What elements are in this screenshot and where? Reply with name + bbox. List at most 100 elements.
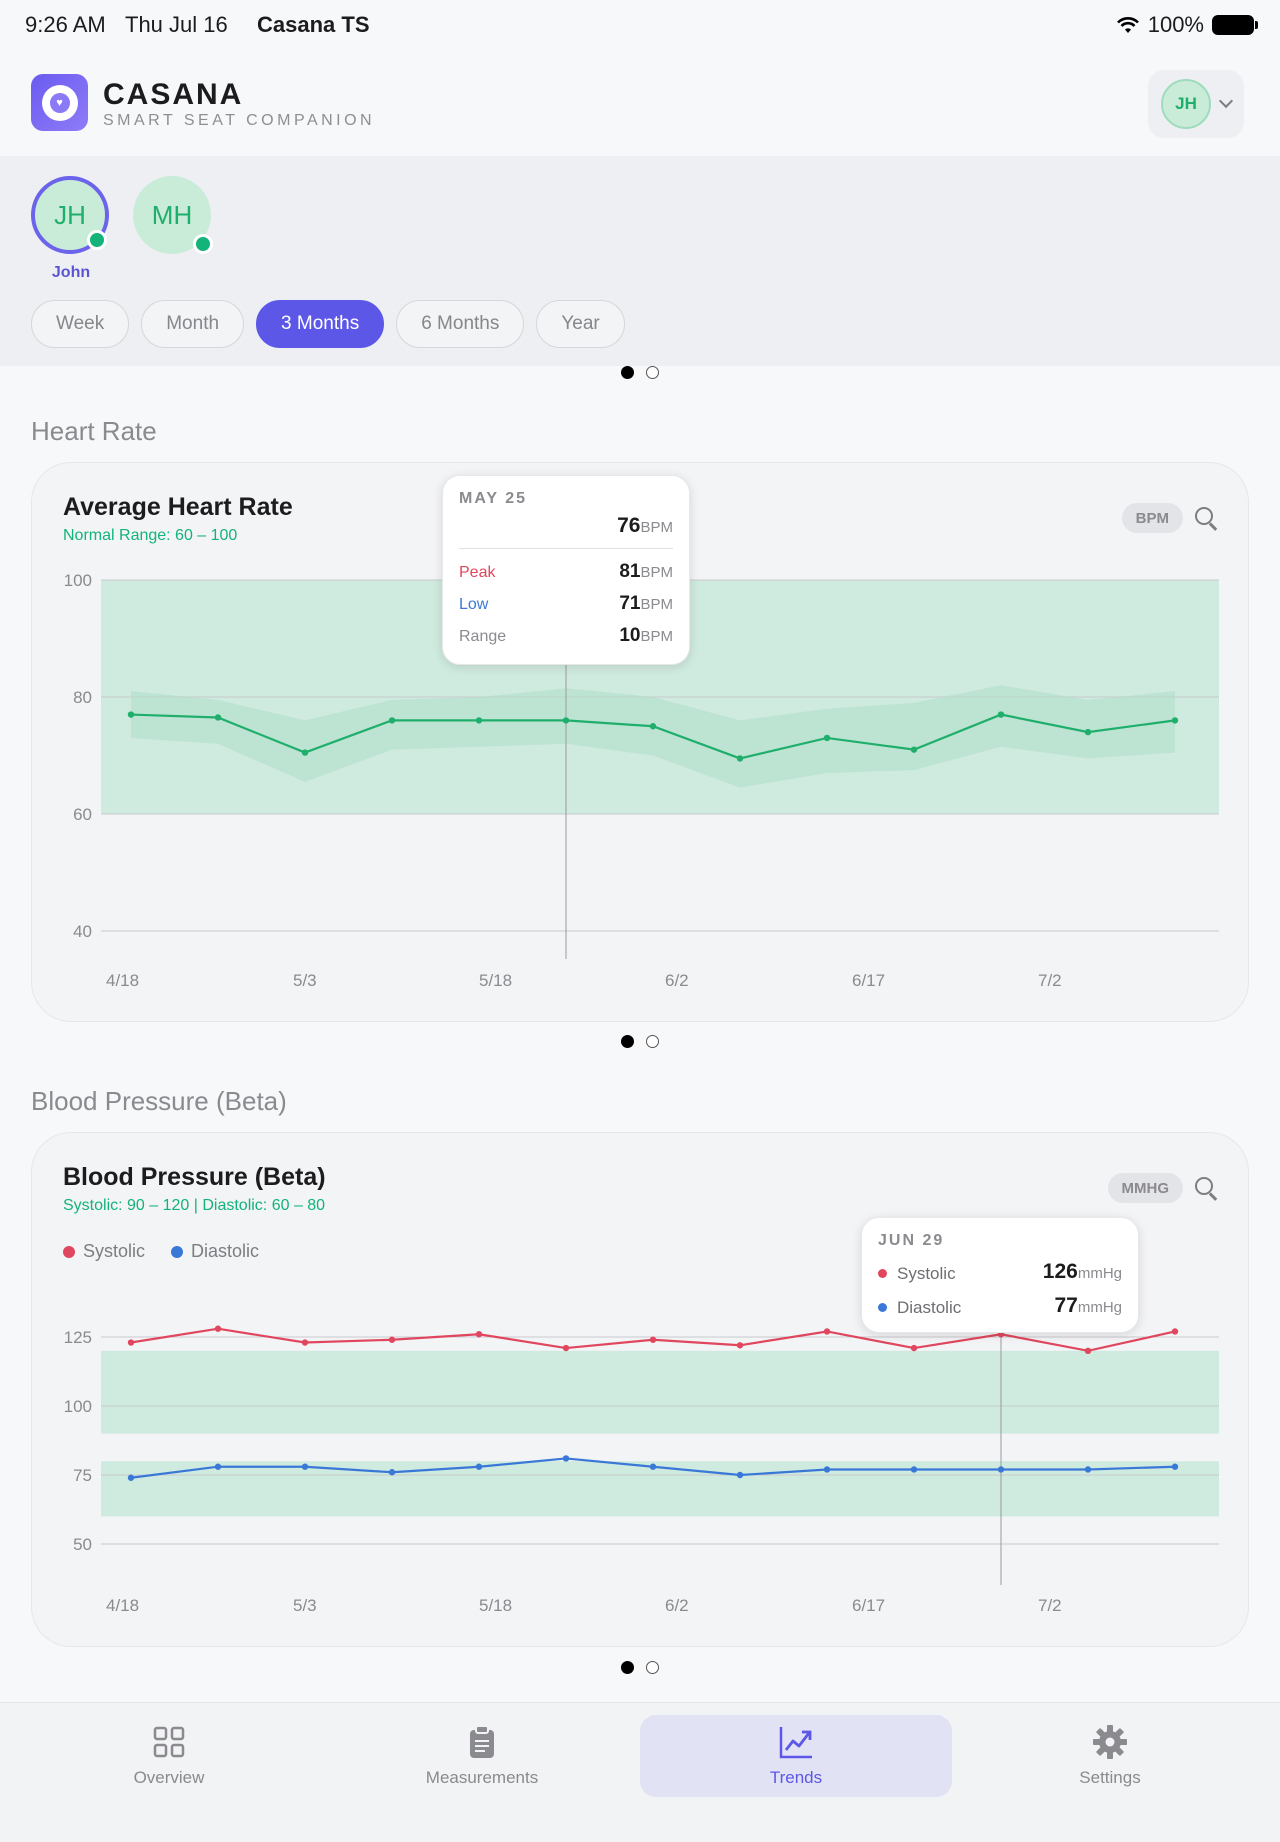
page-indicator[interactable] xyxy=(621,1661,659,1674)
page-dot xyxy=(621,1035,634,1048)
tooltip-row-diastolic: Diastolic 77mmHg xyxy=(878,1294,1122,1318)
unit-chip-mmhg[interactable]: MMHG xyxy=(1107,1173,1183,1203)
systolic-point xyxy=(910,1344,918,1352)
tab-label: Overview xyxy=(133,1768,205,1787)
page-dot xyxy=(646,366,659,379)
range-month[interactable]: Month xyxy=(141,300,245,348)
heart-rate-card[interactable]: Average Heart Rate Normal Range: 60 – 10… xyxy=(31,462,1249,1022)
x-tick-label: 7/2 xyxy=(1038,971,1062,990)
tooltip-date: MAY 25 xyxy=(459,490,528,507)
page-dot xyxy=(621,1661,634,1674)
account-avatar: JH xyxy=(1161,79,1211,129)
diastolic-point xyxy=(214,1463,222,1470)
range-envelope xyxy=(131,685,1175,788)
profile-name: John xyxy=(51,264,91,281)
status-right: 100% xyxy=(1116,12,1258,38)
blood-pressure-chart[interactable]: 50 75 100 125 4/18 5/3 5/18 6/2 6/17 7/2 xyxy=(32,1133,1250,1648)
page-indicator[interactable] xyxy=(621,1035,659,1048)
heart-rate-point xyxy=(388,717,396,724)
diastolic-point xyxy=(1084,1466,1092,1473)
tab-label: Trends xyxy=(769,1768,823,1787)
y-tick-label: 125 xyxy=(64,1328,92,1347)
systolic-point xyxy=(1171,1328,1179,1335)
profile-avatar: JH xyxy=(31,176,109,254)
diastolic-point xyxy=(649,1463,657,1470)
account-menu-button[interactable]: JH xyxy=(1148,70,1244,138)
heart-tooltip: MAY 25 76 BPM Peak 81BPM Low 71BPM Range … xyxy=(442,475,690,665)
diastolic-point xyxy=(475,1463,483,1470)
systolic-normal-band xyxy=(101,1350,1219,1434)
profile-strip: JH John MH Week Month 3 Months 6 Months … xyxy=(0,156,1280,366)
bp-normal-range: Systolic: 90 – 120 | Diastolic: 60 – 80 xyxy=(63,1197,326,1214)
heart-rate-point xyxy=(562,717,570,724)
search-icon[interactable] xyxy=(1195,507,1217,529)
brand-name: CASANA xyxy=(103,78,244,111)
status-app-name: Casana TS xyxy=(257,12,370,37)
heart-card-title: Average Heart Rate xyxy=(63,493,293,521)
gear-icon xyxy=(1093,1725,1127,1759)
systolic-point xyxy=(388,1336,396,1343)
systolic-point xyxy=(649,1336,657,1343)
systolic-point xyxy=(736,1342,744,1349)
battery-icon xyxy=(1212,15,1258,35)
systolic-point xyxy=(1084,1347,1092,1354)
wifi-icon xyxy=(1116,17,1139,33)
heart-rate-point xyxy=(1084,728,1092,736)
battery-percent: 100% xyxy=(1147,12,1204,37)
blood-pressure-card[interactable]: Blood Pressure (Beta) Systolic: 90 – 120… xyxy=(31,1132,1249,1647)
unit-chip-bpm[interactable]: BPM xyxy=(1121,503,1183,533)
systolic-point xyxy=(823,1328,831,1335)
bp-legend: Systolic Diastolic xyxy=(63,1241,259,1262)
range-6-months[interactable]: 6 Months xyxy=(396,300,525,348)
tooltip-average: 76 xyxy=(617,514,641,537)
tab-settings[interactable]: Settings xyxy=(954,1715,1266,1797)
diastolic-point xyxy=(910,1466,918,1473)
heart-section-title: Heart Rate xyxy=(31,416,157,446)
range-week[interactable]: Week xyxy=(31,300,130,348)
heart-rate-point xyxy=(127,711,135,718)
grid-icon xyxy=(153,1726,185,1758)
status-time: 9:26 AM xyxy=(25,12,106,37)
heart-rate-point xyxy=(910,746,918,753)
heart-rate-point xyxy=(997,711,1005,718)
clipboard-icon xyxy=(470,1725,494,1758)
tooltip-row-systolic: Systolic 126mmHg xyxy=(878,1260,1122,1284)
y-tick-label: 40 xyxy=(73,922,92,941)
brand-tagline: SMART SEAT COMPANION xyxy=(103,112,376,129)
profile-mh[interactable]: MH xyxy=(133,176,213,254)
online-dot xyxy=(87,230,107,250)
tab-trends[interactable]: Trends xyxy=(640,1715,952,1797)
heart-rate-point xyxy=(214,714,222,721)
y-tick-label: 75 xyxy=(73,1466,92,1485)
y-tick-label: 100 xyxy=(64,571,92,590)
range-year[interactable]: Year xyxy=(536,300,625,348)
page-dot xyxy=(646,1035,659,1048)
diastolic-point xyxy=(823,1466,831,1473)
range-3-months[interactable]: 3 Months xyxy=(256,300,385,348)
tooltip-row-low: Low 71BPM xyxy=(459,593,673,614)
y-tick-label: 80 xyxy=(73,688,92,707)
x-tick-label: 6/2 xyxy=(665,971,689,990)
tab-measurements[interactable]: Measurements xyxy=(326,1715,638,1797)
tab-label: Settings xyxy=(1079,1768,1141,1787)
page-indicator[interactable] xyxy=(621,366,659,379)
tooltip-row-range: Range 10BPM xyxy=(459,625,673,646)
y-tick-label: 60 xyxy=(73,805,92,824)
x-tick-label: 6/2 xyxy=(665,1596,689,1615)
heart-rate-point xyxy=(301,749,309,756)
tab-overview[interactable]: Overview xyxy=(13,1715,325,1797)
profile-jh[interactable]: JH John xyxy=(31,176,111,282)
heart-rate-point xyxy=(823,734,831,742)
tab-label: Measurements xyxy=(425,1768,539,1787)
heart-normal-range: Normal Range: 60 – 100 xyxy=(63,527,238,544)
x-tick-label: 5/3 xyxy=(293,971,317,990)
heart-rate-point xyxy=(649,723,657,730)
x-tick-label: 6/17 xyxy=(852,971,885,990)
page-dot xyxy=(621,366,634,379)
online-dot xyxy=(193,234,213,254)
diastolic-point xyxy=(1171,1463,1179,1470)
search-icon[interactable] xyxy=(1195,1177,1217,1199)
heart-rate-point xyxy=(1171,717,1179,724)
systolic-point xyxy=(562,1344,570,1352)
heart-rate-point xyxy=(475,717,483,724)
